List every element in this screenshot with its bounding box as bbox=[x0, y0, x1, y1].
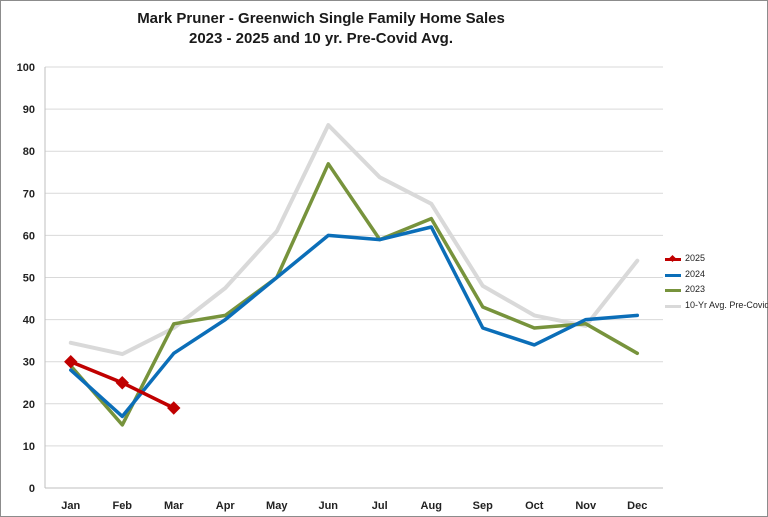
y-tick-label: 60 bbox=[23, 230, 35, 242]
legend-item: 10-Yr Avg. Pre-Covid bbox=[665, 298, 768, 314]
legend-swatch bbox=[665, 304, 681, 308]
x-tick-label: Aug bbox=[421, 500, 442, 512]
legend-swatch bbox=[665, 254, 681, 263]
y-tick-label: 50 bbox=[23, 273, 35, 285]
series-point-2025 bbox=[64, 354, 78, 369]
x-tick-label: Sep bbox=[473, 500, 493, 512]
legend-label: 2023 bbox=[685, 284, 706, 294]
legend-swatch bbox=[665, 273, 681, 277]
x-tick-label: Dec bbox=[627, 500, 647, 512]
y-tick-label: 90 bbox=[23, 104, 35, 116]
x-tick-label: May bbox=[266, 500, 288, 512]
legend-item: 2023 bbox=[665, 282, 768, 298]
series-line-3 bbox=[68, 123, 640, 357]
x-tick-label: Feb bbox=[112, 500, 132, 512]
legend-swatch bbox=[665, 289, 681, 292]
y-tick-label: 100 bbox=[17, 62, 35, 74]
legend-label: 2024 bbox=[685, 268, 706, 279]
y-tick-label: 10 bbox=[23, 441, 35, 453]
x-tick-label: Oct bbox=[525, 500, 544, 512]
y-tick-label: 70 bbox=[23, 188, 35, 200]
chart-title: Mark Pruner - Greenwich Single Family Ho… bbox=[137, 10, 505, 27]
y-tick-label: 30 bbox=[23, 357, 35, 369]
legend-item: 2024 bbox=[665, 267, 768, 283]
chart-subtitle: 2023 - 2025 and 10 yr. Pre-Covid Avg. bbox=[188, 30, 454, 47]
y-tick-label: 20 bbox=[23, 399, 35, 411]
x-tick-label: Jan bbox=[61, 500, 80, 512]
chart-title-block: Mark Pruner - Greenwich Single Family Ho… bbox=[1, 9, 641, 49]
x-tick-label: Mar bbox=[164, 500, 184, 512]
legend-item: 2025 bbox=[665, 251, 768, 267]
y-tick-label: 80 bbox=[23, 146, 35, 158]
x-tick-label: Apr bbox=[216, 500, 236, 512]
x-tick-label: Jun bbox=[318, 500, 338, 512]
legend-label: 2025 bbox=[685, 253, 706, 263]
legend: 2025 2024 2023 10-Yr Avg. Pre-Covid bbox=[665, 251, 768, 313]
legend-label: 10-Yr Avg. Pre-Covid bbox=[685, 299, 768, 310]
series-point-2025 bbox=[115, 376, 129, 390]
x-tick-label: Nov bbox=[575, 500, 597, 512]
y-tick-label: 40 bbox=[23, 315, 35, 327]
series-point-2025 bbox=[167, 401, 181, 415]
y-tick-label: 0 bbox=[29, 483, 35, 495]
series-line-1 bbox=[69, 225, 640, 419]
x-tick-label: Jul bbox=[372, 500, 388, 512]
series-line-2 bbox=[69, 162, 640, 427]
